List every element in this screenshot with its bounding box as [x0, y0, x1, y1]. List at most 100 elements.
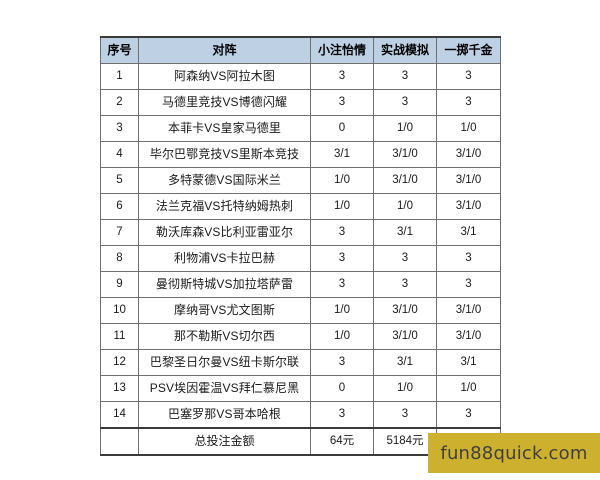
cell-index: 9	[100, 271, 139, 298]
total-plan1: 64元	[310, 427, 374, 456]
cell-plan1: 3/1	[310, 141, 374, 168]
cell-plan2: 3/1	[373, 219, 437, 246]
cell-plan3: 3/1	[436, 349, 501, 376]
table-row: 5 多特蒙德VS国际米兰 1/0 3/1/0 3/1/0	[100, 167, 501, 194]
cell-plan2: 3/1/0	[373, 167, 437, 194]
table-body: 1 阿森纳VS阿拉木图 3 3 3 2 马德里竞技VS博德闪耀 3 3 3 3 …	[100, 63, 501, 456]
total-plan2: 5184元	[373, 427, 437, 456]
cell-plan2: 1/0	[373, 193, 437, 220]
table-row: 11 那不勒斯VS切尔西 1/0 3/1/0 3/1/0	[100, 323, 501, 350]
column-header-plan1: 小注怡情	[310, 36, 374, 64]
cell-match: 摩纳哥VS尤文图斯	[138, 297, 311, 324]
cell-plan3: 3	[436, 89, 501, 116]
table-row: 14 巴塞罗那VS哥本哈根 3 3 3	[100, 401, 501, 429]
table-row: 8 利物浦VS卡拉巴赫 3 3 3	[100, 245, 501, 272]
cell-plan1: 3	[310, 63, 374, 90]
cell-plan2: 1/0	[373, 115, 437, 142]
cell-index: 11	[100, 323, 139, 350]
cell-plan1: 3	[310, 401, 374, 429]
cell-index: 14	[100, 401, 139, 429]
table-row: 6 法兰克福VS托特纳姆热刺 1/0 1/0 3/1/0	[100, 193, 501, 220]
cell-index: 12	[100, 349, 139, 376]
cell-plan2: 3/1/0	[373, 141, 437, 168]
cell-match: 多特蒙德VS国际米兰	[138, 167, 311, 194]
column-header-match: 对阵	[138, 36, 311, 64]
cell-plan1: 1/0	[310, 323, 374, 350]
cell-plan3: 3/1/0	[436, 323, 501, 350]
cell-index: 1	[100, 63, 139, 90]
cell-plan1: 0	[310, 115, 374, 142]
table-row: 3 本菲卡VS皇家马德里 0 1/0 1/0	[100, 115, 501, 142]
table-total-row: 总投注金额 64元 5184元 7776元	[100, 427, 501, 456]
table-row: 4 毕尔巴鄂竞技VS里斯本竞技 3/1 3/1/0 3/1/0	[100, 141, 501, 168]
cell-index: 13	[100, 375, 139, 402]
cell-plan1: 0	[310, 375, 374, 402]
cell-plan3: 3	[436, 271, 501, 298]
table-row: 10 摩纳哥VS尤文图斯 1/0 3/1/0 3/1/0	[100, 297, 501, 324]
cell-match: PSV埃因霍温VS拜仁慕尼黑	[138, 375, 311, 402]
column-header-plan3: 一掷千金	[436, 36, 501, 64]
cell-plan1: 3	[310, 219, 374, 246]
betting-table: 序号 对阵 小注怡情 实战模拟 一掷千金 1 阿森纳VS阿拉木图 3 3 3 2	[100, 36, 501, 456]
total-index-empty	[100, 427, 139, 456]
cell-match: 毕尔巴鄂竞技VS里斯本竞技	[138, 141, 311, 168]
cell-plan2: 3/1	[373, 349, 437, 376]
cell-plan1: 1/0	[310, 297, 374, 324]
cell-plan3: 1/0	[436, 115, 501, 142]
cell-plan3: 3/1/0	[436, 297, 501, 324]
cell-index: 8	[100, 245, 139, 272]
cell-plan2: 3	[373, 89, 437, 116]
cell-plan1: 3	[310, 271, 374, 298]
cell-index: 2	[100, 89, 139, 116]
cell-index: 5	[100, 167, 139, 194]
cell-plan2: 3	[373, 63, 437, 90]
cell-match: 曼彻斯特城VS加拉塔萨雷	[138, 271, 311, 298]
cell-plan3: 3	[436, 245, 501, 272]
cell-match: 那不勒斯VS切尔西	[138, 323, 311, 350]
cell-match: 马德里竞技VS博德闪耀	[138, 89, 311, 116]
table-row: 9 曼彻斯特城VS加拉塔萨雷 3 3 3	[100, 271, 501, 298]
cell-plan3: 3	[436, 63, 501, 90]
cell-plan2: 3	[373, 401, 437, 429]
cell-plan3: 3/1/0	[436, 141, 501, 168]
column-header-plan2: 实战模拟	[373, 36, 437, 64]
table-row: 1 阿森纳VS阿拉木图 3 3 3	[100, 63, 501, 90]
cell-index: 10	[100, 297, 139, 324]
cell-plan3: 3	[436, 401, 501, 429]
cell-plan2: 1/0	[373, 375, 437, 402]
betting-table-container: 序号 对阵 小注怡情 实战模拟 一掷千金 1 阿森纳VS阿拉木图 3 3 3 2	[100, 36, 501, 456]
cell-plan3: 3/1	[436, 219, 501, 246]
watermark-banner: fun88quick.com	[428, 433, 600, 473]
cell-match: 巴塞罗那VS哥本哈根	[138, 401, 311, 429]
cell-plan2: 3/1/0	[373, 297, 437, 324]
cell-plan3: 3/1/0	[436, 193, 501, 220]
cell-match: 本菲卡VS皇家马德里	[138, 115, 311, 142]
cell-plan2: 3	[373, 271, 437, 298]
cell-index: 4	[100, 141, 139, 168]
table-row: 12 巴黎圣日尔曼VS纽卡斯尔联 3 3/1 3/1	[100, 349, 501, 376]
cell-match: 巴黎圣日尔曼VS纽卡斯尔联	[138, 349, 311, 376]
table-header: 序号 对阵 小注怡情 实战模拟 一掷千金	[100, 36, 501, 64]
cell-plan2: 3/1/0	[373, 323, 437, 350]
cell-plan1: 3	[310, 245, 374, 272]
cell-match: 利物浦VS卡拉巴赫	[138, 245, 311, 272]
cell-plan3: 3/1/0	[436, 167, 501, 194]
cell-plan1: 1/0	[310, 167, 374, 194]
watermark-text: fun88quick.com	[440, 442, 588, 464]
cell-match: 勒沃库森VS比利亚雷亚尔	[138, 219, 311, 246]
cell-plan3: 1/0	[436, 375, 501, 402]
table-row: 13 PSV埃因霍温VS拜仁慕尼黑 0 1/0 1/0	[100, 375, 501, 402]
cell-match: 法兰克福VS托特纳姆热刺	[138, 193, 311, 220]
cell-plan1: 3	[310, 89, 374, 116]
cell-index: 3	[100, 115, 139, 142]
table-header-row: 序号 对阵 小注怡情 实战模拟 一掷千金	[100, 36, 501, 64]
cell-plan1: 3	[310, 349, 374, 376]
table-row: 2 马德里竞技VS博德闪耀 3 3 3	[100, 89, 501, 116]
cell-plan2: 3	[373, 245, 437, 272]
cell-match: 阿森纳VS阿拉木图	[138, 63, 311, 90]
cell-plan1: 1/0	[310, 193, 374, 220]
table-row: 7 勒沃库森VS比利亚雷亚尔 3 3/1 3/1	[100, 219, 501, 246]
cell-index: 7	[100, 219, 139, 246]
cell-index: 6	[100, 193, 139, 220]
